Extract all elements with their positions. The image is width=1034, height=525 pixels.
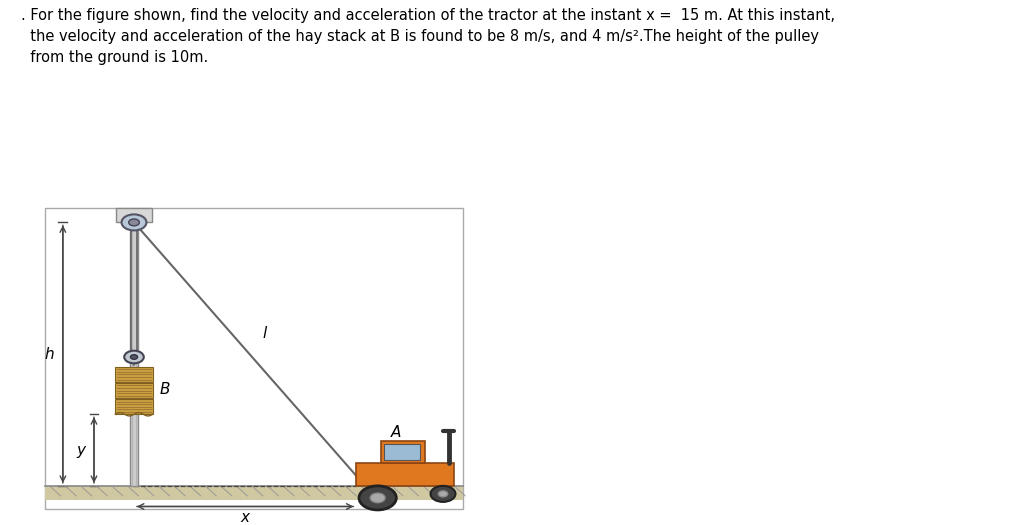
Text: A: A [391, 425, 401, 440]
Circle shape [359, 486, 396, 510]
Text: x: x [241, 510, 249, 525]
Circle shape [370, 493, 385, 503]
Bar [116, 383, 153, 398]
Circle shape [430, 486, 455, 502]
Bar [385, 444, 420, 460]
Text: . For the figure shown, find the velocity and acceleration of the tractor at the: . For the figure shown, find the velocit… [21, 8, 834, 65]
Bar [45, 486, 463, 500]
Circle shape [122, 214, 147, 230]
Bar [357, 463, 454, 486]
Bar [116, 208, 152, 223]
Circle shape [128, 219, 140, 226]
Bar [116, 399, 153, 414]
Circle shape [130, 355, 138, 359]
Circle shape [124, 351, 144, 363]
Bar [130, 223, 138, 486]
Bar [116, 367, 153, 382]
Text: h: h [44, 346, 54, 362]
Text: B: B [159, 382, 170, 397]
Text: l: l [263, 326, 267, 341]
Circle shape [438, 491, 448, 497]
Text: y: y [77, 443, 85, 458]
Bar [381, 442, 425, 463]
